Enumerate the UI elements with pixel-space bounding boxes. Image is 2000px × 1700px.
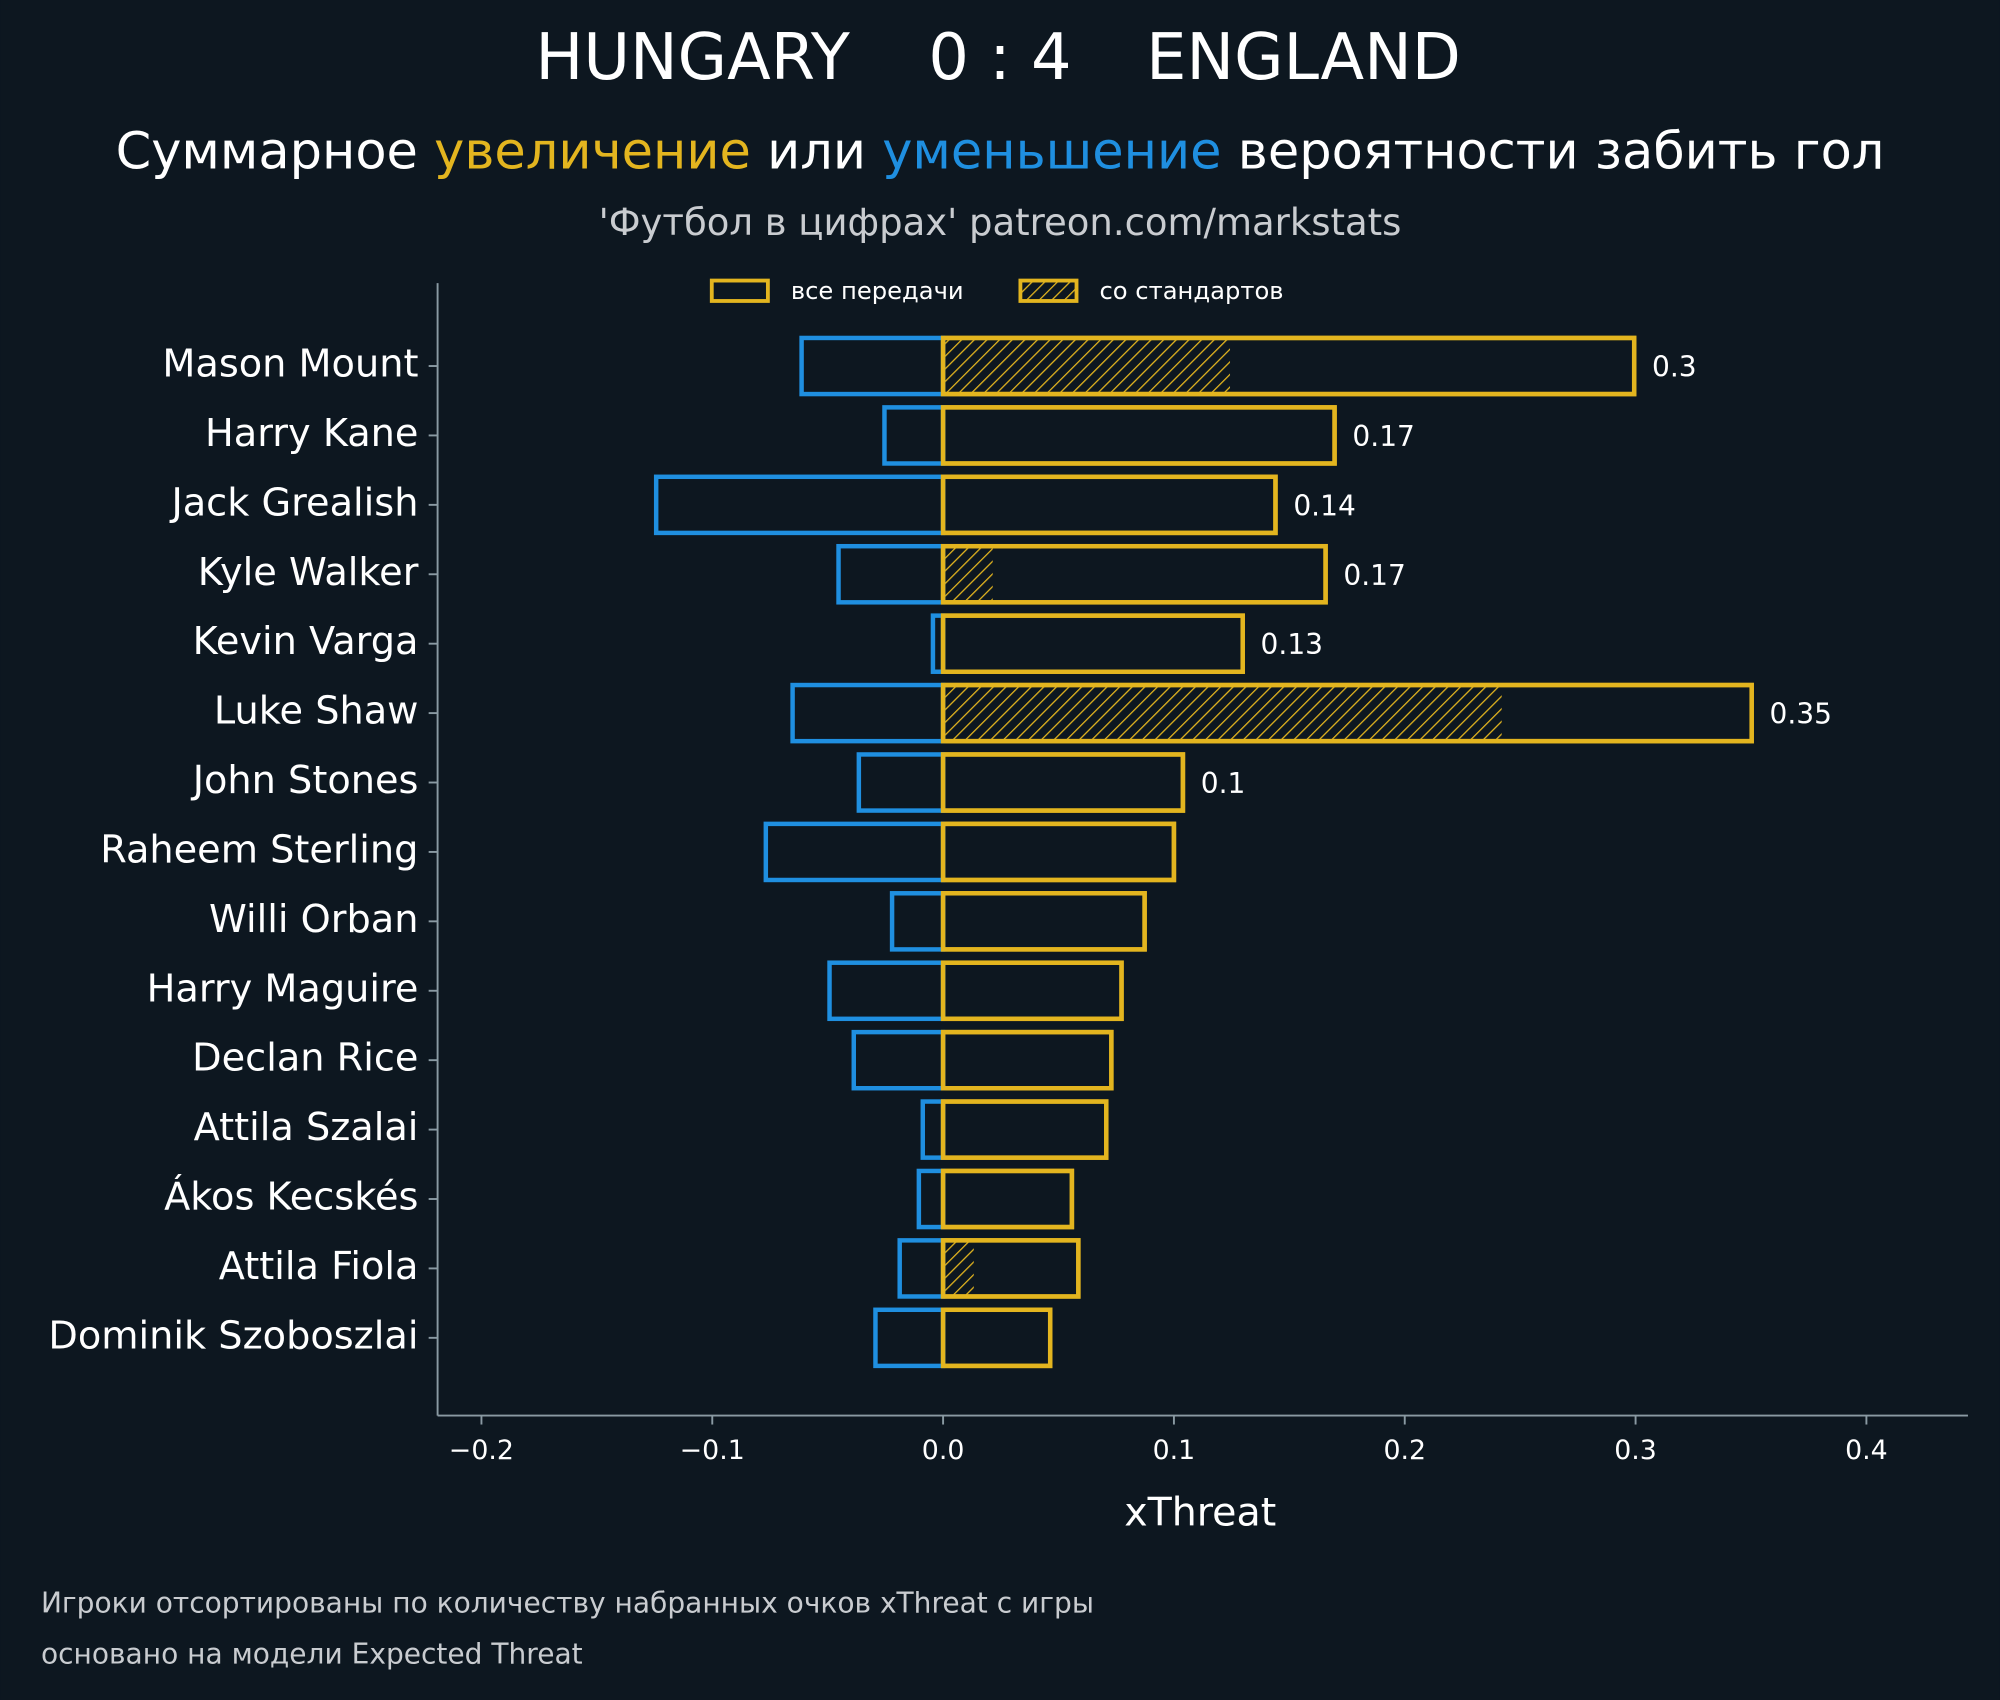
value-label: 0.17 (1352, 420, 1414, 453)
x-tick-label: 0.0 (922, 1435, 965, 1466)
x-tick-label: 0.1 (1153, 1435, 1196, 1466)
y-tick-label: Jack Grealish (169, 480, 418, 525)
value-label: 0.35 (1770, 698, 1832, 731)
x-tick-label: 0.3 (1614, 1435, 1657, 1466)
value-label: 0.13 (1261, 628, 1323, 661)
legend-swatch (709, 278, 770, 303)
value-label: 0.17 (1343, 559, 1405, 592)
y-tick-label: Dominik Szoboszlai (48, 1313, 418, 1358)
positive-bar-outline (940, 1099, 1109, 1160)
footnote: основано на модели Expected Threat (41, 1637, 583, 1670)
score: 0 : 4 (928, 21, 1071, 95)
y-tick-label: Declan Rice (192, 1036, 418, 1081)
y-tick-label: John Stones (191, 758, 419, 803)
y-tick-label: Ákos Kecskés (164, 1173, 418, 1220)
x-tick-label: −0.1 (680, 1435, 745, 1466)
y-tick-label: Luke Shaw (214, 689, 419, 734)
legend-label: все передачи (791, 277, 964, 305)
away-team: ENGLAND (1146, 21, 1461, 95)
positive-bar-outline (940, 613, 1245, 674)
positive-bar-outline (940, 1307, 1053, 1369)
y-tick-label: Mason Mount (162, 342, 418, 387)
positive-bar-outline (940, 1029, 1114, 1091)
y-tick-label: Willi Orban (209, 897, 418, 942)
positive-bar-outline (940, 752, 1186, 813)
subtitle-part: или (767, 122, 866, 181)
x-axis-label: xThreat (1124, 1490, 1276, 1536)
y-tick-label: Harry Kane (205, 411, 418, 456)
x-tick-label: 0.2 (1383, 1435, 1426, 1466)
subtitle-increase: увеличение (434, 122, 751, 181)
subtitle-part: Суммарное (116, 122, 418, 181)
set-piece-bar (943, 337, 1231, 395)
positive-bar-outline (940, 960, 1124, 1022)
home-team: HUNGARY (535, 21, 851, 95)
positive-bar-outline (940, 891, 1147, 952)
legend-swatch (1018, 278, 1079, 303)
positive-bar-outline (940, 821, 1177, 883)
positive-bar-outline (940, 543, 1328, 605)
positive-bar-outline (940, 1238, 1081, 1299)
y-tick-label: Kevin Varga (193, 619, 419, 664)
footnote: Игроки отсортированы по количеству набра… (41, 1586, 1094, 1619)
set-piece-bar (943, 1240, 974, 1297)
y-tick-label: Raheem Sterling (100, 827, 418, 872)
positive-bar-outline (940, 682, 1754, 744)
value-label: 0.3 (1652, 351, 1697, 384)
positive-bar-outline (940, 1168, 1075, 1230)
y-tick-label: Attila Fiola (219, 1244, 419, 1289)
set-piece-bar (943, 546, 993, 603)
y-tick-label: Kyle Walker (198, 550, 419, 595)
legend-label: со стандартов (1099, 277, 1283, 305)
subtitle: Суммарное увеличение или уменьшение веро… (116, 122, 1885, 181)
x-tick-label: 0.4 (1845, 1435, 1888, 1466)
value-label: 0.14 (1293, 489, 1355, 522)
credit: 'Футбол в цифрах' patreon.com/markstats (599, 201, 1402, 244)
subtitle-decrease: уменьшение (882, 122, 1221, 181)
value-label: 0.1 (1201, 767, 1246, 800)
positive-bar-outline (940, 335, 1637, 397)
y-tick-label: Attila Szalai (194, 1105, 419, 1150)
positive-bar-outline (940, 405, 1337, 466)
y-tick-label: Harry Maguire (147, 966, 419, 1011)
x-tick-label: −0.2 (449, 1435, 514, 1466)
positive-bar-outline (940, 474, 1278, 536)
set-piece-bar (943, 685, 1502, 742)
subtitle-part: вероятности забить гол (1238, 122, 1885, 181)
